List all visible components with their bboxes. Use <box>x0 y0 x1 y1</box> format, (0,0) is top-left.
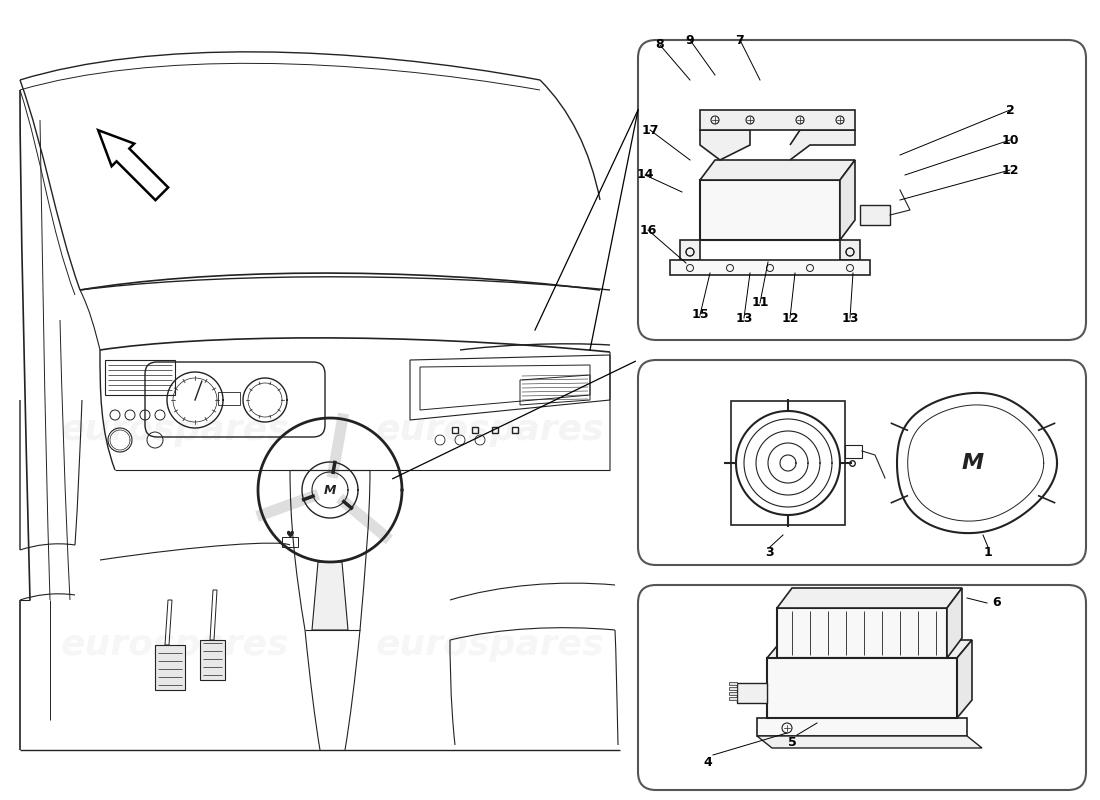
PathPatch shape <box>700 110 855 130</box>
Text: 7: 7 <box>736 34 745 46</box>
Text: 1: 1 <box>983 546 992 559</box>
Text: 11: 11 <box>751 297 769 310</box>
Text: 4: 4 <box>704 755 713 769</box>
Text: 12: 12 <box>781 311 799 325</box>
Text: eurospares: eurospares <box>60 628 289 662</box>
Text: eurospares: eurospares <box>376 628 604 662</box>
Text: 6: 6 <box>992 597 1001 610</box>
PathPatch shape <box>767 640 972 658</box>
PathPatch shape <box>790 130 855 160</box>
PathPatch shape <box>729 682 737 685</box>
Text: 13: 13 <box>842 311 859 325</box>
Text: ♥: ♥ <box>286 530 295 540</box>
Text: 15: 15 <box>691 309 708 322</box>
Text: 16: 16 <box>639 223 657 237</box>
Text: M: M <box>323 483 337 497</box>
PathPatch shape <box>670 260 870 275</box>
Text: 8: 8 <box>656 38 664 51</box>
PathPatch shape <box>757 718 967 736</box>
Text: M: M <box>961 453 984 473</box>
PathPatch shape <box>947 588 962 658</box>
Text: 14: 14 <box>636 169 653 182</box>
PathPatch shape <box>200 640 225 680</box>
PathPatch shape <box>729 687 737 690</box>
PathPatch shape <box>680 240 700 260</box>
Text: 12: 12 <box>1001 163 1019 177</box>
Text: eurospares: eurospares <box>60 413 289 447</box>
Text: 2: 2 <box>1005 103 1014 117</box>
PathPatch shape <box>700 160 855 180</box>
PathPatch shape <box>777 608 947 658</box>
Text: 17: 17 <box>641 123 659 137</box>
PathPatch shape <box>860 205 890 225</box>
Text: 3: 3 <box>766 546 774 559</box>
Text: 10: 10 <box>1001 134 1019 146</box>
Text: 9: 9 <box>685 34 694 46</box>
PathPatch shape <box>312 562 348 630</box>
PathPatch shape <box>757 736 982 748</box>
PathPatch shape <box>729 697 737 700</box>
PathPatch shape <box>737 683 767 703</box>
Text: 5: 5 <box>788 735 796 749</box>
Text: eurospares: eurospares <box>376 413 604 447</box>
PathPatch shape <box>729 692 737 695</box>
PathPatch shape <box>840 160 855 240</box>
Polygon shape <box>98 130 168 200</box>
PathPatch shape <box>957 640 972 718</box>
PathPatch shape <box>767 658 957 718</box>
PathPatch shape <box>700 180 840 240</box>
Text: 13: 13 <box>735 311 752 325</box>
PathPatch shape <box>155 645 185 690</box>
PathPatch shape <box>700 130 750 160</box>
PathPatch shape <box>840 240 860 260</box>
PathPatch shape <box>777 588 962 608</box>
